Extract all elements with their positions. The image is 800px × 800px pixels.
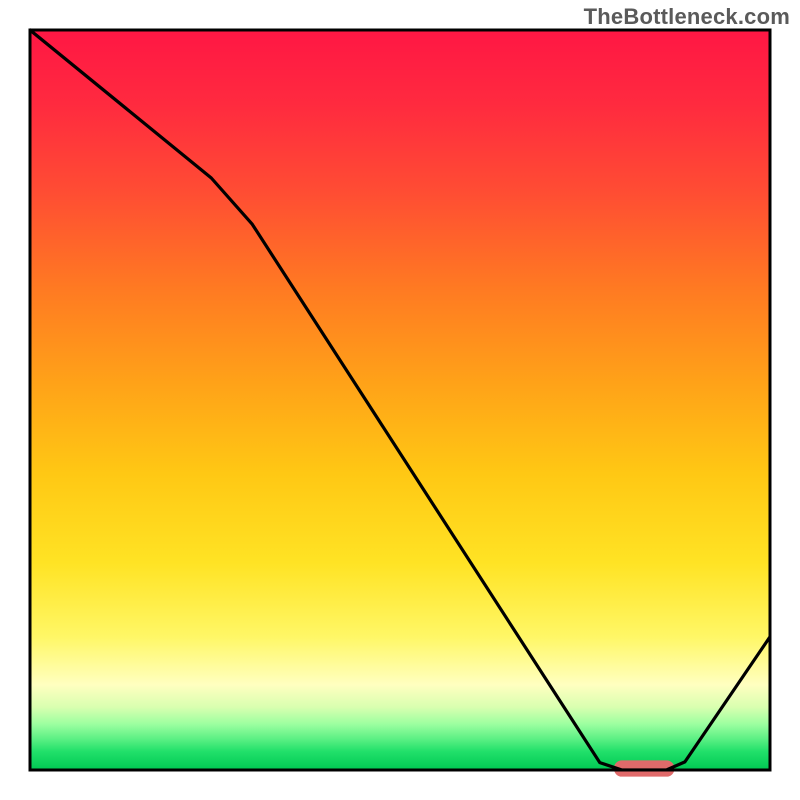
chart-svg (0, 0, 800, 800)
chart-canvas: TheBottleneck.com (0, 0, 800, 800)
watermark-text: TheBottleneck.com (584, 4, 790, 30)
gradient-background (30, 30, 770, 770)
